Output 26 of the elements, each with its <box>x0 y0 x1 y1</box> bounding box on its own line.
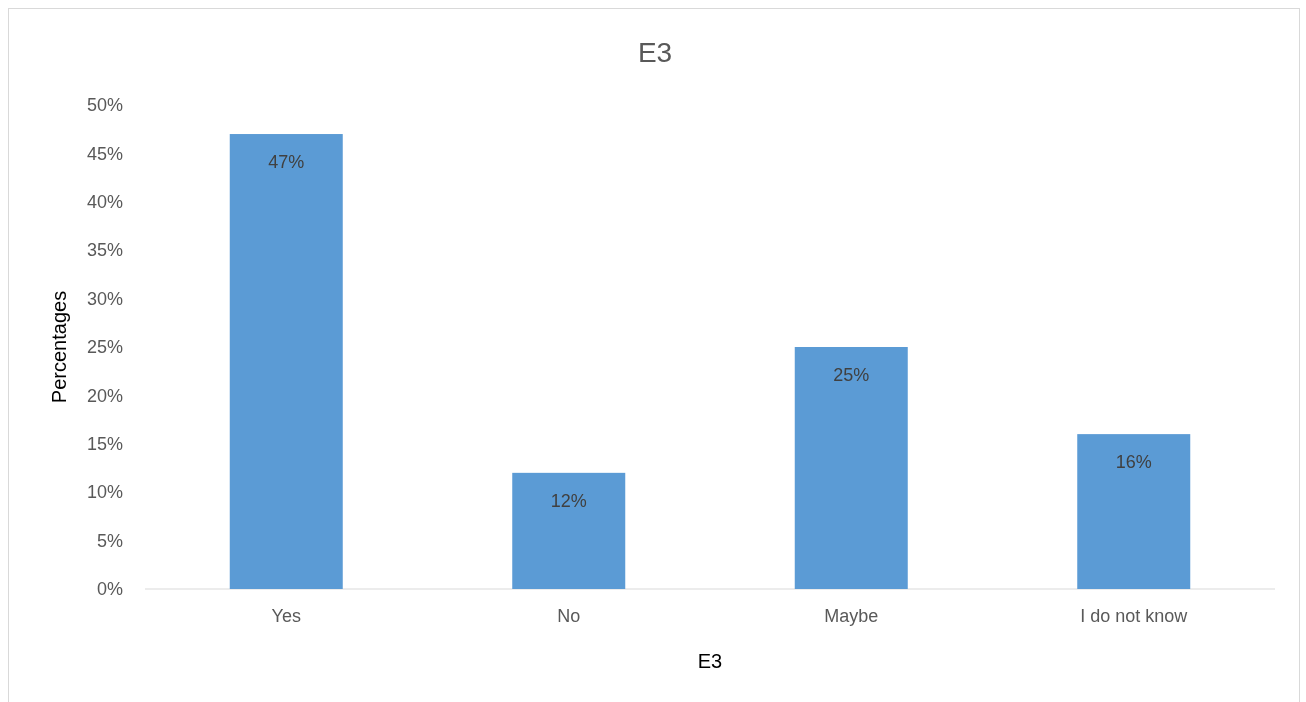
y-tick-label: 45% <box>86 143 123 164</box>
chart-title: E3 <box>637 37 673 68</box>
x-tick-label: I do not know <box>1080 605 1189 626</box>
y-tick-label: 0% <box>96 579 123 600</box>
x-axis-title: E3 <box>697 650 723 672</box>
y-tick-label: 40% <box>86 192 123 213</box>
x-tick-label: Maybe <box>824 605 879 626</box>
x-tick-label: Yes <box>271 605 301 626</box>
y-tick-label: 10% <box>86 482 123 503</box>
y-tick-label: 5% <box>96 530 123 551</box>
data-label: 16% <box>1115 452 1152 473</box>
y-tick-label: 50% <box>86 95 123 116</box>
bar <box>1077 434 1191 589</box>
y-tick-label: 30% <box>86 288 123 309</box>
y-tick-label: 25% <box>86 337 123 358</box>
bar <box>794 347 908 589</box>
y-tick-label: 35% <box>86 240 123 261</box>
y-tick-label: 20% <box>86 385 123 406</box>
y-tick-label: 15% <box>86 434 123 455</box>
data-label: 25% <box>833 365 870 385</box>
y-axis-title: Percentages <box>48 290 70 404</box>
data-label: 12% <box>550 490 587 511</box>
bar <box>512 472 626 589</box>
bar <box>229 134 343 589</box>
data-label: 47% <box>268 152 305 173</box>
x-tick-label: No <box>557 605 581 626</box>
